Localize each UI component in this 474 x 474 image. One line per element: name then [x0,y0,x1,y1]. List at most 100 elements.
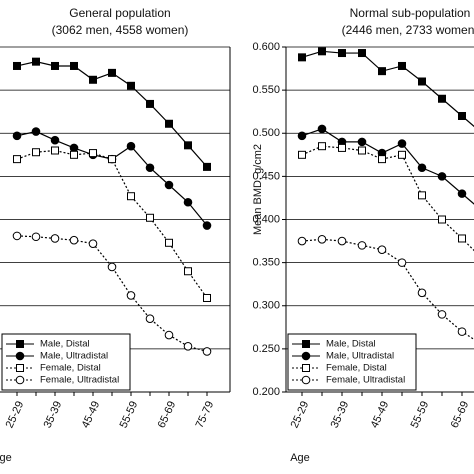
marker [378,155,386,164]
x-tick-label: 55-59 [118,399,141,430]
series-line [16,149,208,299]
marker [164,180,174,190]
marker [108,68,116,77]
marker [51,61,59,70]
legend-label: Male, Ultradistal [40,351,108,362]
legend-label: Male, Ultradistal [326,351,394,362]
series-line [301,238,474,341]
marker [398,61,406,70]
marker [203,162,211,171]
marker [301,351,311,361]
marker [183,341,193,351]
marker [184,141,192,150]
chart: Normal sub-population (2446 men, 2733 wom… [252,6,474,464]
marker [378,67,386,76]
x-tick-label: 35-39 [42,399,65,430]
x-tick-label: 75-79 [194,399,217,430]
marker [417,163,427,173]
marker [16,340,24,348]
marker [418,77,426,86]
y-tick-label: 0.450 [252,170,280,182]
marker [16,364,24,372]
legend-label: Female, Distal [40,363,101,374]
marker [202,221,212,230]
chart-subtitle: (3062 men, 4558 women) [52,23,189,37]
marker [338,49,346,58]
x-tick-label: 25-29 [4,399,27,430]
marker [318,142,326,151]
marker [51,146,59,155]
marker [202,347,212,356]
series-line [16,130,208,226]
legend-label: Female, Ultradistal [40,375,119,386]
marker [437,172,447,181]
y-axis-label: Mean BMD, g/cm2 [252,144,264,235]
marker [145,314,155,323]
marker [397,258,407,267]
marker [357,241,367,250]
marker [437,310,447,319]
marker [89,149,97,158]
marker [458,112,466,120]
marker [50,234,60,243]
marker [127,81,135,90]
marker [438,215,446,224]
y-tick-label: 0.500 [252,127,280,139]
marker [357,137,367,147]
marker [12,231,22,241]
marker [108,155,116,164]
marker [164,330,174,340]
x-axis-label: Age [290,452,310,464]
marker [301,375,311,385]
marker [337,236,347,246]
marker [32,148,40,157]
chart: General population (3062 men, 4558 women)… [0,6,231,464]
x-tick-label: 65-69 [156,399,179,430]
marker [203,293,211,302]
x-tick-label: 25-29 [289,399,312,430]
y-tick-label: 0.200 [252,386,280,398]
marker [302,340,310,348]
marker [302,364,310,372]
marker [12,131,22,141]
marker [358,146,366,155]
marker [146,99,154,108]
legend-label: Female, Distal [326,363,387,374]
marker [13,155,21,164]
marker [13,61,21,70]
marker [32,57,40,66]
series-line [301,145,474,252]
y-tick-label: 0.300 [252,300,280,312]
y-tick-label: 0.400 [252,213,280,225]
x-tick-label: 35-39 [329,399,352,430]
marker [318,47,326,56]
marker [457,189,467,198]
marker [88,239,98,248]
marker [377,245,387,254]
marker [438,94,446,103]
x-tick-label: 65-69 [449,399,472,430]
marker [127,192,135,201]
marker [69,235,79,245]
marker [15,351,25,361]
marker [457,327,467,336]
marker [15,375,25,385]
legend-label: Male, Distal [40,339,90,350]
legend-label: Female, Ultradistal [326,375,405,386]
marker [31,232,41,242]
marker [165,238,173,247]
marker [418,191,426,200]
marker [397,139,407,148]
series-line [301,128,474,205]
marker [183,197,193,207]
marker [298,53,306,62]
marker [70,61,78,70]
marker [317,235,327,244]
series-line [301,50,474,128]
marker [126,141,136,151]
marker [317,124,327,134]
marker [69,143,79,153]
y-tick-label: 0.350 [252,257,280,269]
